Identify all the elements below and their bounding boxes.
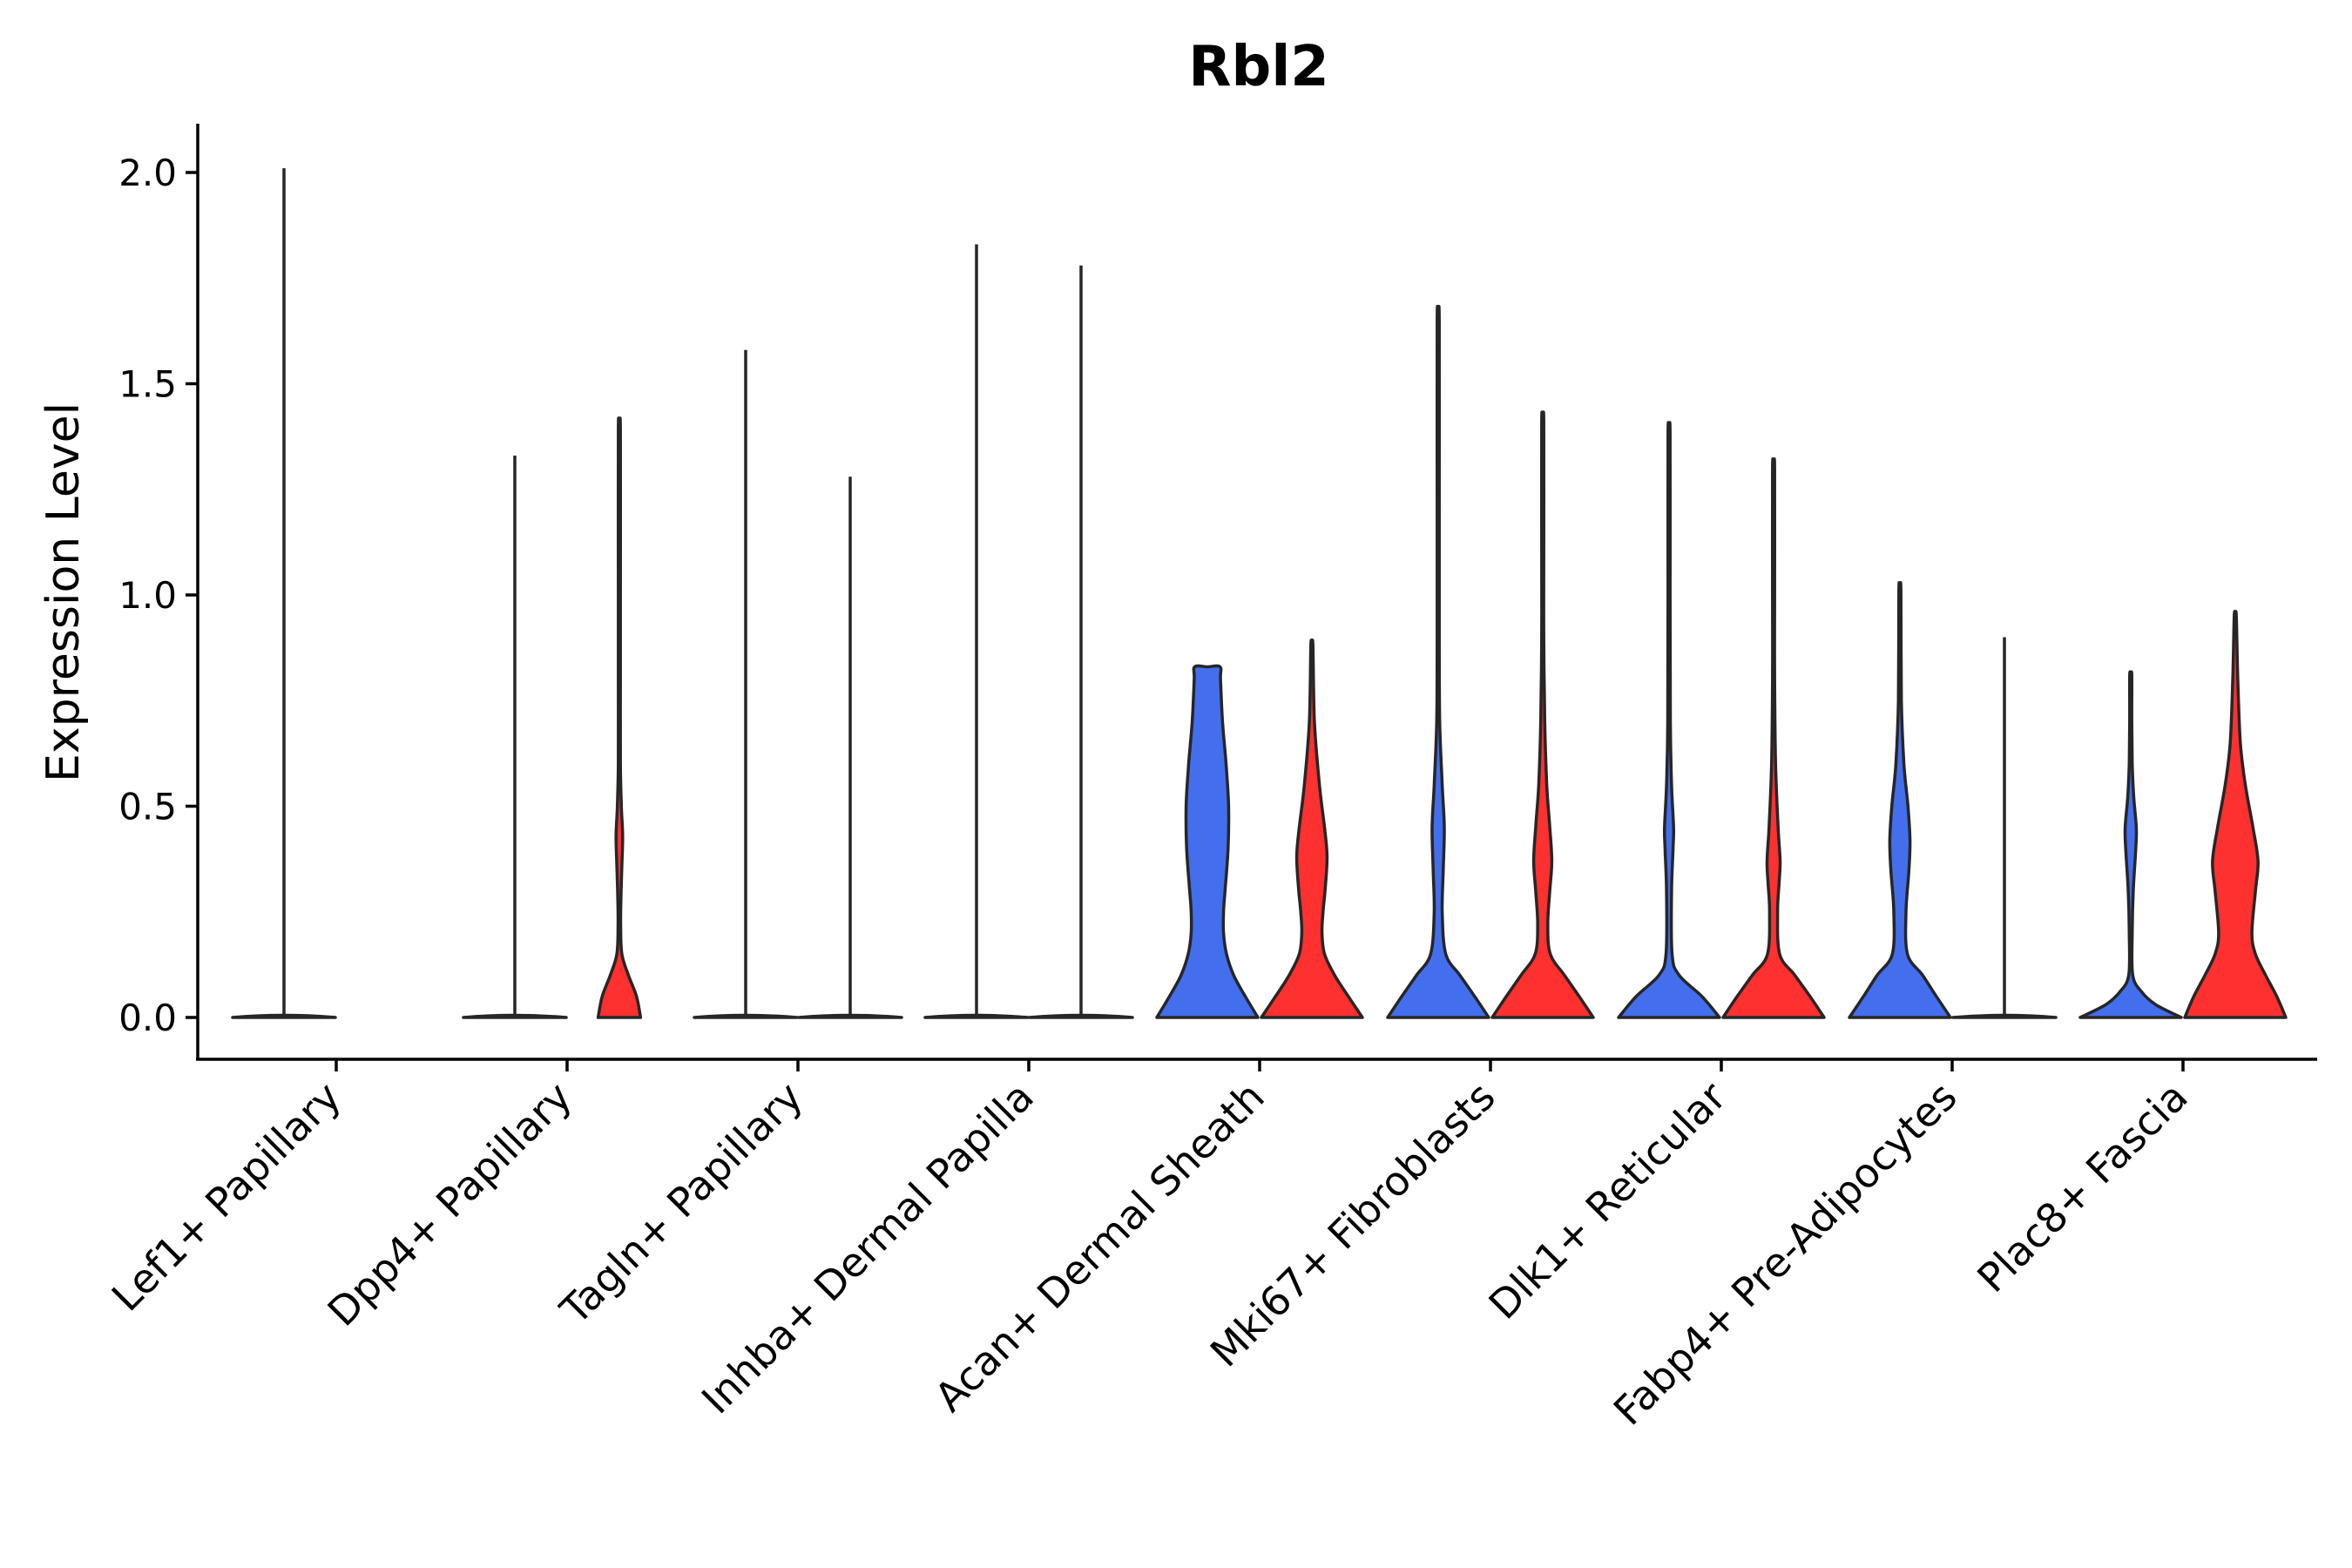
x-category-label: Lef1+ Papillary <box>103 1073 350 1321</box>
y-tick-label: 0.0 <box>118 997 177 1039</box>
y-tick-label: 1.5 <box>118 363 177 406</box>
chart-title: Rbl2 <box>1188 35 1329 99</box>
y-axis-label: Expression Level <box>37 402 90 782</box>
violin-shape <box>1260 639 1364 1019</box>
violin-shape <box>1490 410 1595 1019</box>
y-tick-label: 2.0 <box>118 152 177 194</box>
violin-shape <box>2183 610 2288 1019</box>
violin-shape <box>2078 670 2183 1019</box>
y-axis-ticks: 0.0 0.5 1.0 1.5 2.0 <box>118 152 198 1039</box>
violin-shape <box>1155 664 1260 1019</box>
violins-layer <box>231 168 2288 1019</box>
violin-shape <box>1721 457 1826 1019</box>
violin-shape <box>596 416 643 1019</box>
violin-shape <box>1848 581 1952 1019</box>
violin-shape <box>1617 421 1721 1019</box>
x-category-label: Dlk1+ Reticular <box>1480 1073 1735 1328</box>
x-category-label: Dpp4+ Papillary <box>319 1073 581 1335</box>
y-tick-label: 1.0 <box>118 574 177 617</box>
x-category-label: Plac8+ Fascia <box>1968 1073 2196 1301</box>
y-tick-label: 0.5 <box>118 786 177 828</box>
x-category-label: Tagln+ Papillary <box>551 1073 812 1335</box>
violin-shape <box>1386 304 1490 1019</box>
